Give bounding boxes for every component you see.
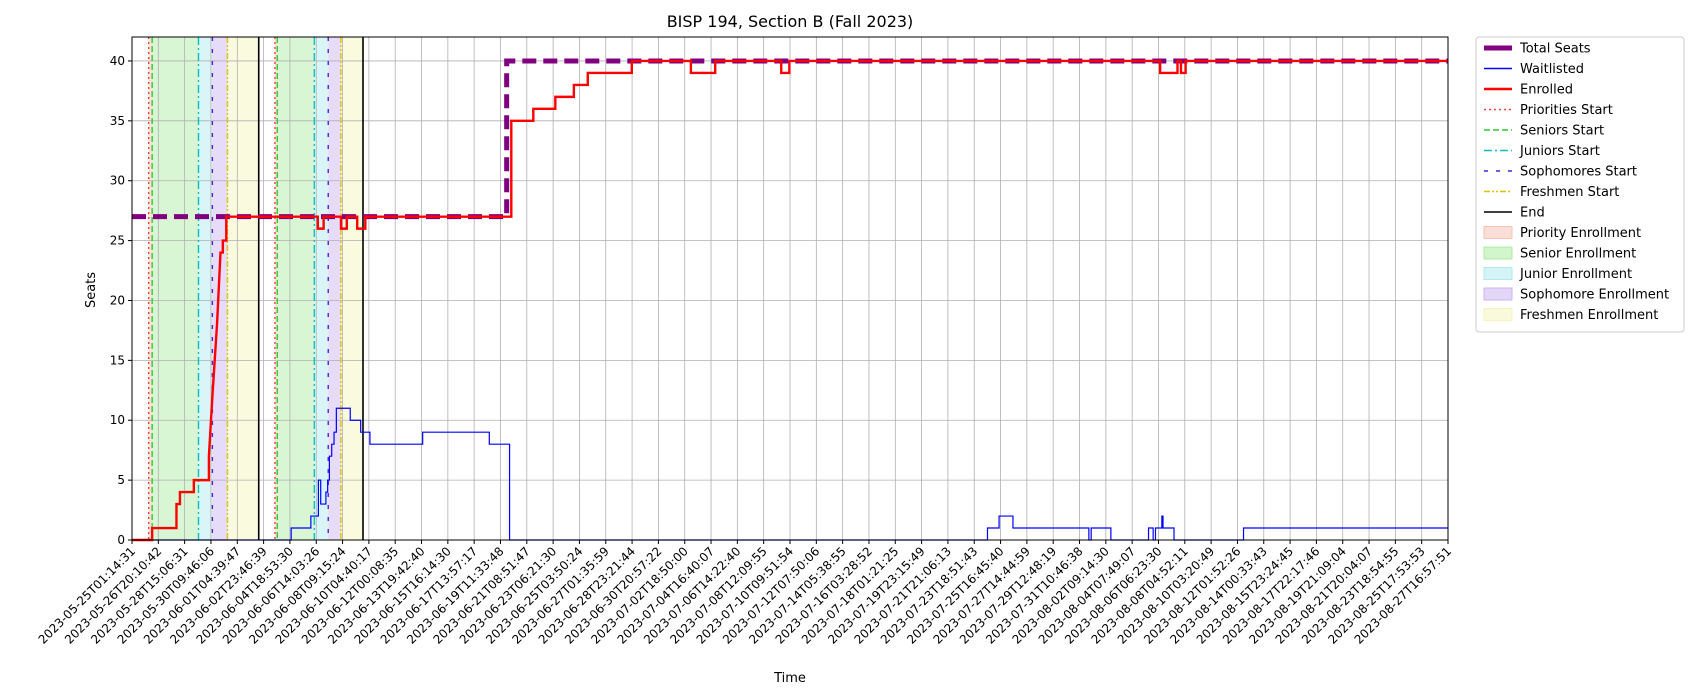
enrolled-line [132,59,1448,542]
legend-item-junior-enrollment: Junior Enrollment [1483,267,1632,282]
legend-item-sophomores-start: Sophomores Start [1484,165,1637,180]
legend-swatch [1483,246,1513,260]
phase-start-markers [147,37,364,540]
legend-label: Seniors Start [1520,124,1604,139]
y-tick-label: 5 [117,473,125,487]
priority-enrollment-band-1 [148,37,153,540]
legend-item-waitlisted: Waitlisted [1484,62,1584,77]
x-axis-ticks: 2023-05-25T01:14:312023-05-26T20:10:4220… [36,540,1454,647]
junior-enrollment-band-1 [198,37,213,540]
legend-label: Sophomores Start [1520,165,1637,180]
legend-item-total-seats: Total Seats [1484,42,1591,57]
x-axis-label: Time [773,671,806,686]
legend-swatch [1483,267,1513,280]
chart-title: BISP 194, Section B (Fall 2023) [667,12,914,31]
legend-swatch [1483,226,1513,239]
legend-label: Junior Enrollment [1519,267,1632,282]
waitlisted-line [132,407,1448,541]
priority-enrollment-band-2 [274,37,278,540]
grid-lines [131,37,1449,541]
senior-enrollment-band-1 [152,37,199,540]
legend-label: Freshmen Enrollment [1520,308,1658,323]
legend-label: Juniors Start [1519,144,1600,159]
legend-item-senior-enrollment: Senior Enrollment [1483,246,1636,262]
legend-item-end: End [1484,206,1545,221]
y-axis-label: Seats [84,272,99,308]
legend-swatch [1483,308,1513,321]
legend-item-freshmen-enrollment: Freshmen Enrollment [1483,308,1658,323]
legend-frame [1475,36,1685,333]
y-tick-label: 10 [110,413,125,427]
y-tick-label: 15 [110,353,125,367]
y-tick-label: 0 [117,533,125,547]
legend-label: Priorities Start [1520,103,1613,118]
y-tick-label: 35 [110,114,125,128]
y-tick-label: 20 [110,293,125,307]
legend-item-freshmen-start: Freshmen Start [1484,185,1619,200]
legend-item-priority-enrollment: Priority Enrollment [1483,226,1641,241]
enrollment-period-bands [148,37,363,540]
legend-swatch [1483,287,1513,301]
total-seats-line [132,58,1448,220]
legend-item-priorities-start: Priorities Start [1484,103,1613,118]
senior-enrollment-band-2 [277,37,315,540]
legend-label: Waitlisted [1520,62,1584,77]
y-axis-ticks: 0 5 10 15 20 25 30 35 40 [110,54,132,547]
legend-label: Freshmen Start [1520,185,1619,200]
legend-item-seniors-start: Seniors Start [1484,124,1604,139]
legend-label: Total Seats [1519,42,1591,57]
y-tick-label: 25 [110,234,125,248]
legend-label: Enrolled [1520,83,1573,98]
legend: Total Seats Waitlisted Enrolled Priorities … [1475,36,1685,333]
freshmen-enrollment-band-1 [227,37,259,540]
data-series [132,58,1448,542]
freshmen-enrollment-band-2 [340,37,363,540]
legend-label: Sophomore Enrollment [1520,288,1669,303]
legend-label: Priority Enrollment [1520,226,1641,241]
y-tick-label: 30 [110,174,125,188]
sophomore-enrollment-band-2 [328,37,341,540]
y-tick-label: 40 [110,54,125,68]
legend-item-juniors-start: Juniors Start [1484,144,1600,159]
legend-item-sophomore-enrollment: Sophomore Enrollment [1483,287,1669,303]
legend-label: End [1520,206,1545,221]
legend-item-enrolled: Enrolled [1484,83,1573,98]
junior-enrollment-band-2 [314,37,329,540]
legend-label: Senior Enrollment [1520,247,1636,262]
